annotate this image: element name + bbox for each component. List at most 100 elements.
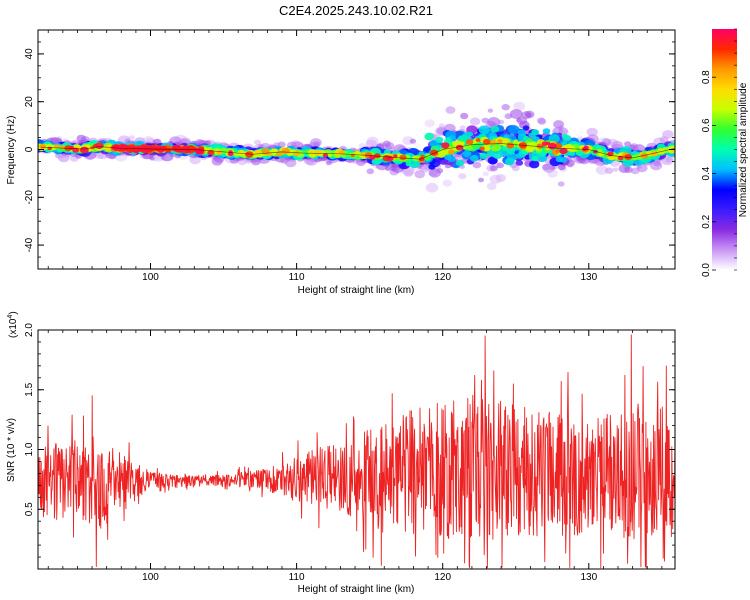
snr-x-tick-label-3: 130 [580, 572, 597, 583]
spectrogram-cell [448, 149, 455, 155]
spectrogram-cell [469, 154, 479, 162]
spectrogram-cell [57, 153, 70, 163]
spectrogram-cell [424, 132, 434, 141]
spectrogram-x-tick-label-2: 120 [434, 272, 451, 283]
snr-x-tick-label-2: 120 [434, 572, 451, 583]
spectrogram-cell [322, 153, 328, 158]
snr-x-ticks: 100 110 120 130 [47, 330, 663, 583]
snr-marks [38, 334, 675, 569]
spectrogram-cell [583, 145, 589, 150]
spectrogram-cell [478, 177, 484, 183]
spectrogram-cell [475, 138, 481, 143]
spectrogram-cell [445, 106, 456, 114]
spectrogram-cell [605, 167, 614, 174]
spectrogram-cell [513, 101, 526, 111]
spectrogram-cell [172, 144, 180, 151]
spectrogram-cell [455, 144, 464, 151]
spectrogram-cell [136, 147, 142, 152]
spectrogram-cell [495, 174, 506, 182]
spectrogram-cell [557, 181, 565, 187]
svg-text:(x104): (x104) [7, 311, 19, 338]
spectrogram-x-tick-label-1: 110 [289, 272, 305, 283]
snr-multiplier-exponent: 4 [7, 315, 14, 319]
spectrogram-cell [458, 173, 467, 180]
spectrogram-x-label: Height of straight line (km) [298, 285, 415, 296]
spectrogram-cell [466, 125, 478, 135]
spectrogram-cell [435, 136, 444, 144]
spectrogram-cell [472, 161, 482, 169]
spectrogram-cell [428, 164, 436, 170]
spectrogram-cell [487, 117, 501, 127]
colorbar-tick-label-2: 0.4 [701, 166, 712, 180]
spectrogram-cell [403, 169, 414, 177]
spectrogram-cell [492, 150, 503, 159]
spectrogram-cell [526, 145, 536, 152]
spectrogram-cell [659, 136, 669, 144]
snr-x-label: Height of straight line (km) [298, 584, 415, 595]
colorbar-tick-label-0: 0.0 [701, 263, 712, 277]
spectrogram-cell [313, 150, 322, 156]
spectrogram-cell [277, 141, 286, 148]
colorbar-tick-label-1: 0.2 [701, 214, 712, 228]
spectrogram-cell [95, 142, 104, 149]
spectrogram-panel: 100 110 120 130 -40 -20 0 20 40 Height of strai… [6, 29, 676, 296]
spectrogram-cell [653, 160, 662, 167]
spectrogram-y-tick-label-3: 20 [24, 96, 35, 108]
spectrogram-cell [487, 108, 494, 113]
spectrogram-cell [624, 154, 632, 160]
spectrogram-cell [513, 139, 519, 144]
spectrogram-cell [414, 170, 426, 179]
spectrogram-y-label: Frequency (Hz) [6, 116, 17, 185]
spectrogram-cell [382, 140, 391, 147]
spectrogram-cell [529, 160, 540, 169]
spectrogram-cell [595, 165, 609, 175]
spectrogram-cell [531, 155, 539, 162]
spectrogram-cell [555, 149, 561, 154]
spectrogram-cell [39, 143, 46, 149]
spectrogram-cell [555, 156, 564, 163]
spectrogram-cell [486, 182, 497, 191]
spectrogram-cell [506, 142, 515, 149]
spectrogram-cell [515, 160, 524, 166]
snr-multiplier-close: ) [8, 311, 19, 314]
colorbar-tick-label-4: 0.8 [701, 70, 712, 84]
spectrogram-y-tick-label-1: -20 [24, 190, 35, 205]
spectrogram-cell [293, 151, 300, 157]
spectrogram-cell [490, 125, 500, 133]
spectrogram-y-tick-label-2: 0 [24, 146, 35, 152]
spectrogram-cell [624, 141, 632, 147]
spectrogram-cell [537, 118, 547, 125]
spectrogram-cell [103, 144, 112, 151]
spectrogram-cell [80, 146, 89, 154]
spectrogram-cell [553, 120, 565, 129]
spectrogram-cell [245, 151, 254, 158]
spectrogram-cell [483, 145, 491, 152]
spectrogram-cell [76, 134, 87, 143]
spectrogram-x-tick-label-3: 130 [580, 272, 597, 283]
colorbar: 0.0 0.2 0.4 0.6 0.8 Normalized spectral ampl… [701, 28, 749, 277]
spectrogram-cell [479, 152, 489, 160]
spectrogram-cell [509, 109, 523, 119]
spectrogram-cell [496, 162, 505, 169]
spectrogram-cell [325, 160, 332, 166]
snr-multiplier-base: (x10 [8, 318, 19, 338]
spectrogram-cell [181, 147, 187, 151]
spectrogram-cell [409, 138, 417, 144]
spectrogram-cell [568, 151, 576, 156]
spectrogram-cell [237, 149, 246, 156]
spectrogram-cell [650, 151, 658, 157]
spectrogram-cell [548, 142, 557, 150]
spectrogram-cell [542, 128, 551, 135]
snr-y-label: SNR (10 * v/v) [6, 418, 17, 482]
spectrogram-cell [459, 125, 466, 130]
spectrogram-cell [307, 149, 315, 155]
snr-series-line [38, 334, 675, 569]
spectrogram-cell [141, 145, 148, 151]
spectrogram-cell [355, 151, 361, 156]
spectrogram-cell [501, 104, 510, 111]
spectrogram-cell [525, 112, 532, 118]
spectrogram-cell [313, 141, 321, 147]
spectrogram-y-tick-label-0: -40 [24, 237, 35, 252]
spectrogram-cell [482, 171, 489, 177]
